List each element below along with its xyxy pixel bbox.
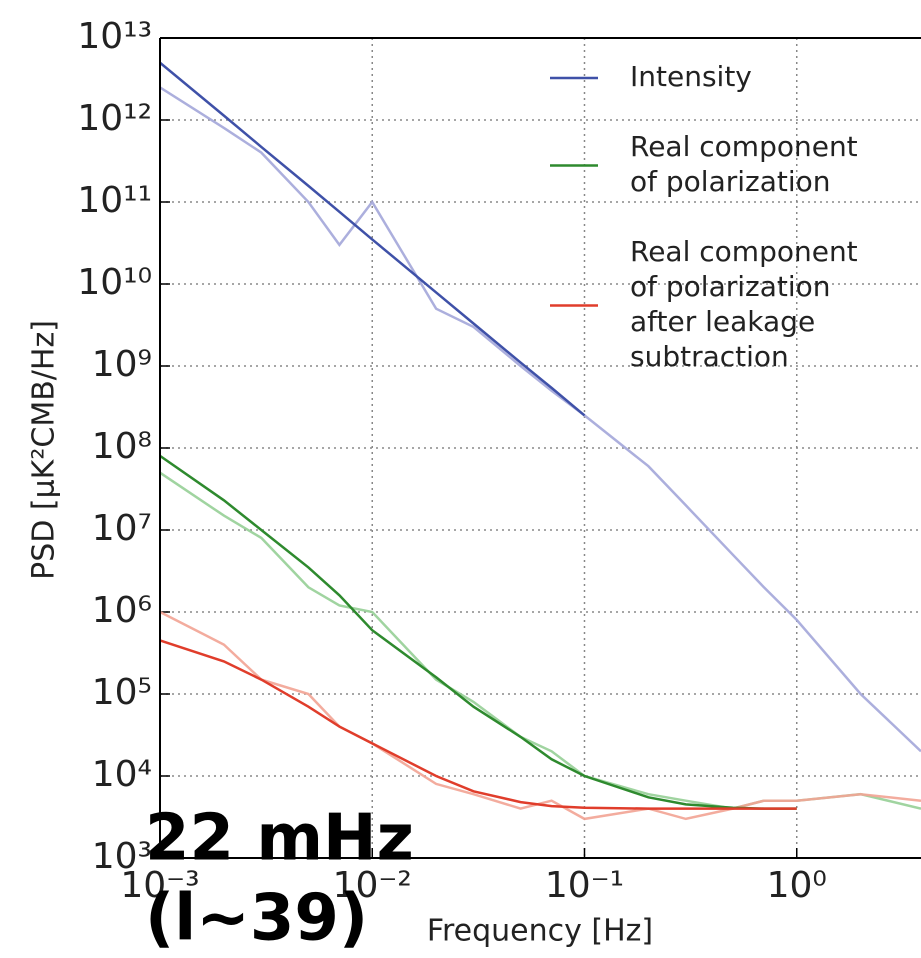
legend-label-line: Real component bbox=[630, 130, 858, 163]
raw-data-line bbox=[160, 471, 921, 810]
y-tick-label: 10⁶ bbox=[92, 590, 152, 631]
y-tick-label: 10⁸ bbox=[92, 426, 152, 467]
legend-label-line: of polarization bbox=[630, 270, 831, 303]
fit-line bbox=[160, 454, 797, 810]
y-axis-label: PSD [μK²CMB/Hz] bbox=[27, 320, 62, 580]
legend-label-line: after leakage bbox=[630, 305, 815, 338]
x-tick-label: 10⁻³ bbox=[120, 865, 199, 906]
y-tick-label: 10¹² bbox=[77, 98, 152, 139]
legend-label: Real component of polarization bbox=[630, 130, 858, 198]
y-tick-label: 10¹³ bbox=[77, 16, 152, 57]
y-tick-label: 10⁴ bbox=[92, 754, 152, 795]
fit-line bbox=[160, 61, 586, 417]
raw-data-line bbox=[160, 610, 921, 821]
y-tick-label: 10⁷ bbox=[92, 508, 152, 549]
fit-line bbox=[160, 639, 797, 810]
legend-label-line: of polarization bbox=[630, 165, 831, 198]
legend-label-line: Real component bbox=[630, 235, 858, 268]
annotation: (l~39) bbox=[145, 882, 368, 956]
legend-label-line: Intensity bbox=[630, 60, 752, 93]
x-tick-label: 10⁻² bbox=[333, 865, 412, 906]
y-tick-label: 10¹¹ bbox=[77, 180, 152, 221]
y-tick-label: 10³ bbox=[92, 836, 152, 877]
x-tick-label: 10⁻¹ bbox=[545, 865, 624, 906]
plot-area bbox=[160, 61, 921, 821]
legend-label-line: subtraction bbox=[630, 340, 789, 373]
legend-label: Real component of polarization after leaka… bbox=[630, 235, 858, 373]
raw-data-line bbox=[160, 86, 921, 753]
x-axis-label: Frequency [Hz] bbox=[427, 914, 653, 949]
x-tick-label: 10⁰ bbox=[767, 865, 827, 906]
legend-label: Intensity bbox=[630, 60, 752, 93]
annotation: 22 mHz bbox=[145, 802, 414, 876]
y-tick-label: 10⁵ bbox=[92, 672, 152, 713]
y-tick-label: 10⁹ bbox=[92, 344, 152, 385]
y-tick-label: 10¹⁰ bbox=[77, 262, 152, 303]
